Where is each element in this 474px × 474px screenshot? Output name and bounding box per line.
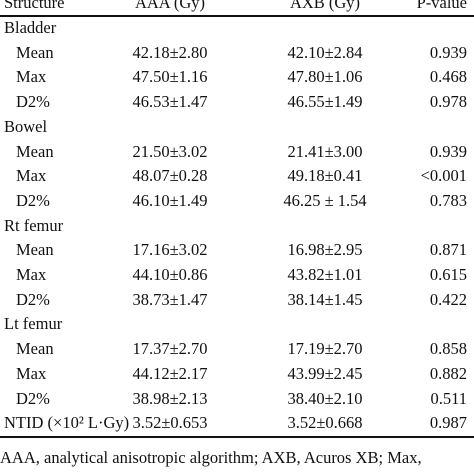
cell: 48.07±0.28	[132, 166, 208, 186]
cell: 46.10±1.49	[132, 190, 208, 210]
cell: 17.37±2.70	[132, 339, 208, 359]
cell: 47.50±1.16	[132, 67, 208, 87]
row-label: Mean	[16, 339, 54, 359]
cell: 17.19±2.70	[287, 339, 363, 359]
cell: 0.871	[429, 240, 467, 260]
row-label: D2%	[16, 289, 50, 309]
cell: 46.55±1.49	[287, 92, 363, 112]
cell: 0.939	[429, 141, 467, 161]
cell: 42.18±2.80	[132, 42, 208, 62]
cell: 47.80±1.06	[287, 67, 363, 87]
cell: 0.978	[429, 92, 467, 112]
cell: AAA (Gy)	[134, 0, 206, 12]
cell: 0.468	[429, 67, 467, 87]
bottom-rule	[0, 436, 474, 438]
row-label: NTID (×10² L·Gy)	[4, 413, 130, 433]
cell: 38.40±2.10	[287, 388, 363, 408]
cell: 21.41±3.00	[287, 141, 363, 161]
section-title: Rt femur	[4, 215, 64, 235]
header-rule	[0, 15, 474, 17]
row-label: Max	[16, 67, 47, 87]
cell: 46.25 ± 1.54	[283, 190, 367, 210]
cell: 3.52±0.653	[132, 413, 208, 433]
cell: 0.882	[429, 363, 467, 383]
row-label: Max	[16, 265, 47, 284]
cell: 44.10±0.86	[132, 265, 208, 284]
cell: 0.987	[429, 413, 467, 433]
cell: <0.001	[420, 166, 467, 186]
row-label: Max	[16, 166, 47, 186]
cell: 0.511	[430, 388, 467, 408]
cell: 0.783	[429, 190, 467, 210]
cell: 38.14±1.45	[287, 289, 363, 309]
cell: 42.10±2.84	[287, 42, 363, 62]
row-label: Mean	[16, 240, 54, 260]
cell: 44.12±2.17	[132, 363, 208, 383]
cell: 38.98±2.13	[132, 388, 208, 408]
cell: 38.73±1.47	[132, 289, 208, 309]
cell: 0.858	[429, 339, 467, 359]
cell: 0.422	[429, 289, 467, 309]
cell: 49.18±0.41	[287, 166, 363, 186]
row-label: D2%	[16, 190, 50, 210]
row-label: D2%	[16, 92, 50, 112]
row-label: Mean	[16, 141, 54, 161]
cell: P-value	[416, 0, 467, 12]
cell: 16.98±2.95	[287, 240, 363, 260]
row-label: Max	[16, 363, 47, 383]
section-title: Bladder	[4, 18, 57, 37]
cell: 46.53±1.47	[132, 92, 208, 112]
section-title: Bowel	[4, 116, 48, 136]
section-title: Lt femur	[4, 314, 63, 334]
cell: 21.50±3.02	[132, 141, 208, 161]
cell: 43.99±2.45	[287, 363, 363, 383]
row-label: Structure	[4, 0, 65, 12]
row-label: Mean	[16, 42, 54, 62]
footnote: AAA, analytical anisotropic algorithm; A…	[0, 448, 422, 467]
cell: 0.615	[429, 265, 467, 284]
cell: 0.939	[429, 42, 467, 62]
cell: AXB (Gy)	[289, 0, 361, 12]
cell: 17.16±3.02	[132, 240, 208, 260]
row-label: D2%	[16, 388, 50, 408]
cell: 43.82±1.01	[287, 265, 363, 284]
cell: 3.52±0.668	[287, 413, 363, 433]
